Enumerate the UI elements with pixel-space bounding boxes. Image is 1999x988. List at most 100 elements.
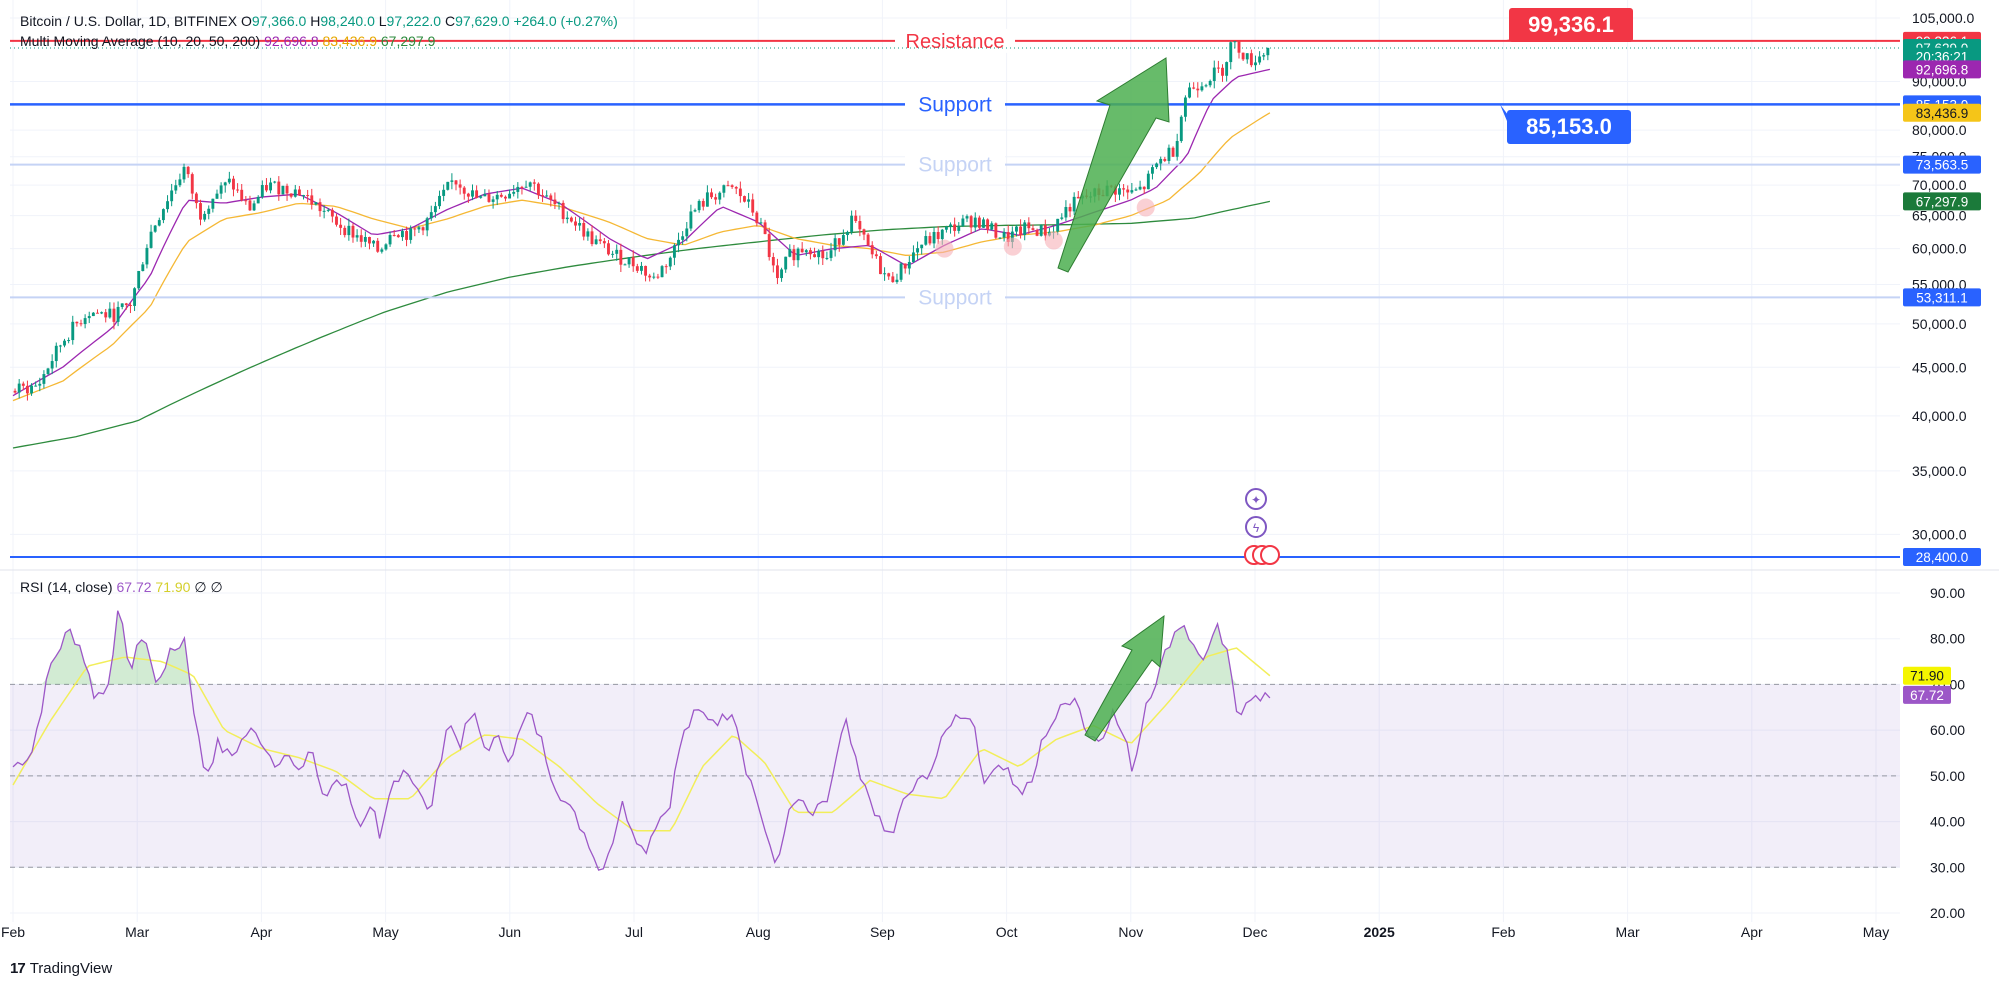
candle-body (335, 216, 338, 225)
time-tick-label: Feb (1, 924, 25, 940)
candle-body (804, 250, 808, 253)
candle-body (13, 390, 17, 393)
time-tick-label: May (1863, 924, 1889, 940)
price-badges: 99,336.197,629.020:36:2192,696.885,153.0… (1903, 31, 1981, 704)
candle-body (619, 249, 623, 265)
candle-body (1134, 189, 1138, 191)
candle-body (813, 254, 816, 258)
time-tick-label: Apr (1741, 924, 1763, 940)
candle-body (215, 193, 219, 199)
candle-body (1006, 232, 1010, 242)
rsi-legend: RSI (14, close) 67.72 71.90 ∅ ∅ (20, 579, 223, 595)
candle-body (38, 383, 42, 386)
trend-arrow-price (1057, 57, 1170, 273)
close-label: C (445, 13, 455, 29)
candle-body (990, 223, 994, 230)
time-tick-label: Apr (251, 924, 273, 940)
close-value: 97,629.0 (455, 13, 513, 29)
candle-body (116, 306, 120, 322)
candle-body (388, 235, 392, 245)
candle-body (264, 185, 268, 191)
candle-body (1179, 116, 1183, 142)
price-tick-label: 65,000.0 (1912, 208, 1967, 224)
tradingview-logo[interactable]: 17 TradingView (10, 960, 112, 977)
trend-arrow-rsi (1084, 614, 1165, 742)
candle-body (928, 236, 932, 244)
candle-body (792, 249, 796, 261)
candle-body (396, 235, 400, 238)
candle-body (75, 321, 79, 324)
candle-body (54, 345, 58, 362)
candle-body (194, 193, 198, 204)
candle-body (648, 275, 652, 278)
candle-body (524, 186, 528, 188)
candle-body (574, 221, 577, 226)
candle-body (627, 257, 631, 265)
support-line-3-label-bg (905, 285, 1005, 310)
candle-body (944, 226, 948, 230)
candle-body (920, 244, 924, 249)
candle-body (273, 181, 277, 183)
candle-body (1151, 167, 1154, 174)
candle-body (458, 184, 462, 188)
candle-body (1056, 218, 1060, 232)
candle-body (623, 264, 627, 266)
time-tick-label: Sep (870, 924, 895, 940)
candle-body (895, 279, 899, 283)
candle-body (17, 383, 21, 393)
candle-body (400, 231, 404, 238)
candle-body (631, 257, 635, 267)
rsi-sym-2: ∅ (210, 579, 222, 595)
candle-body (722, 185, 726, 193)
candle-body (516, 186, 520, 192)
candle-body (701, 200, 705, 207)
candle-body (63, 340, 66, 346)
moving-average-lines (12, 68, 1271, 449)
candle-body (718, 192, 722, 200)
price-badge (1903, 288, 1981, 307)
candle-body (800, 248, 804, 253)
tradingview-logo-icon: 17 (10, 960, 26, 977)
candle-body (1159, 158, 1163, 164)
candle-body (1010, 231, 1014, 242)
candle-body (784, 256, 788, 270)
candle-body (133, 288, 137, 306)
candle-body (767, 234, 771, 258)
candle-body (1072, 196, 1076, 212)
candle-body (170, 190, 174, 202)
candle-body (438, 195, 441, 207)
candle-body (293, 189, 297, 197)
candle-body (973, 217, 977, 228)
rsi-badge-text: 67.72 (1910, 688, 1944, 703)
ma20-line (12, 112, 1271, 402)
candle-body (384, 244, 388, 250)
event-marker-star-glyph: ✦ (1251, 493, 1261, 507)
candle-body (475, 190, 479, 198)
candle-body (837, 238, 841, 245)
candle-body (495, 194, 499, 200)
candle-body (380, 249, 384, 252)
candle-body (903, 263, 907, 269)
candle-body (553, 199, 557, 204)
candle-body (425, 218, 429, 231)
horizontal-levels: Resistance Support Support Support 99,336.1 8… (10, 8, 1900, 558)
symbol-name: Bitcoin / U.S. Dollar, 1D, BITFINEX (20, 13, 241, 29)
candle-body (924, 236, 928, 245)
time-tick-label: Nov (1118, 924, 1143, 940)
candle-body (858, 221, 862, 230)
candle-body (454, 180, 458, 185)
rsi-tick-label: 60.00 (1930, 722, 1965, 738)
candle-body (1233, 41, 1237, 43)
candle-body (549, 195, 553, 200)
ma-legend: Multi Moving Average (10, 20, 50, 200) 9… (20, 33, 436, 49)
candle-body (730, 185, 734, 187)
chart-header: Bitcoin / U.S. Dollar, 1D, BITFINEX O97,… (20, 13, 618, 595)
candle-body (846, 231, 849, 236)
change-value: +264.0 (+0.27%) (513, 13, 617, 29)
candle-body (1171, 147, 1175, 157)
candle-body (870, 245, 874, 255)
price-badge-text: 73,563.5 (1916, 158, 1969, 173)
candle-body (891, 276, 895, 283)
price-badge (1903, 103, 1981, 122)
